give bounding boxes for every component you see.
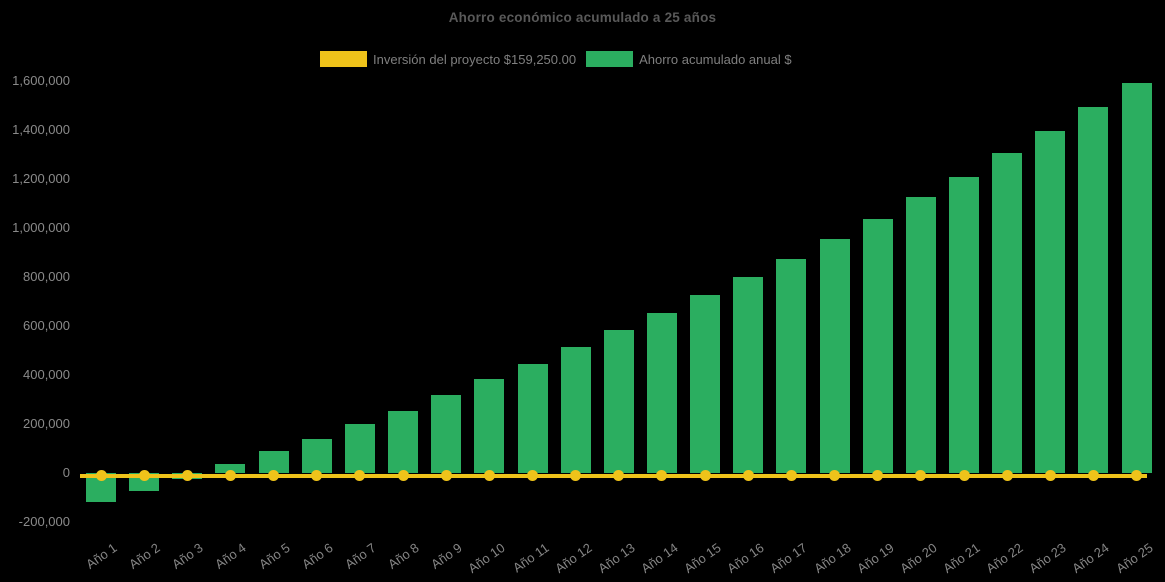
x-axis-label: Año 3 bbox=[169, 540, 206, 572]
x-axis-label: Año 16 bbox=[724, 540, 767, 576]
x-axis-label: Año 2 bbox=[126, 540, 163, 572]
legend-item-investment: Inversión del proyecto $159,250.00 bbox=[320, 51, 576, 67]
bar-año-5 bbox=[258, 450, 289, 473]
bar-año-6 bbox=[301, 438, 332, 473]
y-axis-label: 800,000 bbox=[23, 269, 70, 284]
investment-line-marker bbox=[829, 470, 841, 481]
x-axis-label: Año 20 bbox=[897, 540, 940, 576]
investment-line-marker bbox=[354, 470, 366, 481]
investment-line-marker bbox=[268, 470, 280, 481]
bar-año-21 bbox=[949, 176, 979, 473]
y-axis-label: 1,000,000 bbox=[12, 220, 70, 235]
x-axis-label: Año 4 bbox=[212, 540, 250, 572]
bar-año-9 bbox=[431, 394, 462, 473]
bar-año-18 bbox=[819, 239, 850, 473]
y-axis-label: 1,600,000 bbox=[12, 73, 70, 88]
x-axis-label: Año 14 bbox=[638, 540, 681, 576]
x-axis-label: Año 17 bbox=[767, 540, 810, 576]
x-axis-label: Año 8 bbox=[385, 540, 422, 572]
investment-line-marker bbox=[1087, 470, 1099, 481]
x-axis-label: Año 21 bbox=[940, 540, 983, 576]
x-axis-label: Año 9 bbox=[428, 540, 465, 572]
bar-año-15 bbox=[690, 295, 721, 473]
investment-line-marker bbox=[613, 470, 625, 481]
bar-año-4 bbox=[215, 464, 246, 473]
x-axis-label: Año 19 bbox=[853, 540, 897, 576]
bar-año-2 bbox=[129, 473, 160, 492]
plot-area bbox=[80, 81, 1160, 522]
legend: Inversión del proyecto $159,250.00 Ahorr… bbox=[320, 50, 792, 68]
investment-line-marker bbox=[483, 470, 495, 481]
x-axis-label: Año 25 bbox=[1112, 540, 1156, 576]
investment-line-marker bbox=[742, 470, 754, 481]
legend-label-investment: Inversión del proyecto $159,250.00 bbox=[373, 51, 577, 67]
x-axis-label: Año 23 bbox=[1026, 540, 1069, 576]
bar-año-10 bbox=[474, 378, 505, 473]
investment-line-marker bbox=[95, 470, 107, 481]
bar-año-8 bbox=[388, 410, 419, 473]
bar-año-13 bbox=[603, 329, 634, 473]
y-axis-label: 200,000 bbox=[23, 416, 70, 431]
x-axis-label: Año 7 bbox=[342, 540, 379, 572]
bar-año-11 bbox=[517, 363, 548, 473]
investment-line-marker bbox=[570, 470, 582, 481]
investment-line-marker bbox=[958, 470, 970, 481]
bar-año-24 bbox=[1078, 106, 1109, 473]
x-axis-label: Año 12 bbox=[551, 540, 595, 576]
investment-line-marker bbox=[1131, 470, 1143, 481]
investment-line-marker bbox=[656, 470, 668, 481]
x-axis-label: Año 22 bbox=[983, 540, 1026, 576]
chart-title: Ahorro económico acumulado a 25 años bbox=[448, 10, 717, 25]
y-axis-label: 1,400,000 bbox=[12, 122, 70, 137]
y-axis-label: -200,000 bbox=[18, 514, 70, 529]
y-axis-label: 1,200,000 bbox=[12, 171, 70, 186]
investment-line-marker bbox=[311, 470, 323, 481]
investment-line-marker bbox=[872, 470, 884, 481]
investment-line-marker bbox=[1044, 470, 1056, 481]
bar-año-16 bbox=[733, 277, 764, 473]
bar-año-19 bbox=[862, 219, 893, 473]
investment-line-marker bbox=[527, 470, 538, 481]
bar-año-12 bbox=[560, 346, 591, 473]
x-axis-label: Año 15 bbox=[681, 540, 724, 576]
bar-año-25 bbox=[1121, 83, 1152, 473]
investment-line-marker bbox=[181, 470, 193, 481]
investment-line-marker bbox=[440, 470, 452, 481]
bar-año-14 bbox=[646, 312, 677, 473]
bar-año-7 bbox=[344, 424, 375, 473]
savings-swatch bbox=[586, 51, 634, 67]
x-axis-label: Año 18 bbox=[810, 540, 854, 576]
investment-line-marker bbox=[785, 470, 797, 481]
x-axis-label: Año 1 bbox=[83, 540, 120, 572]
legend-item-savings: Ahorro acumulado anual $ bbox=[586, 51, 792, 67]
bar-año-22 bbox=[992, 153, 1023, 473]
x-axis-label: Año 24 bbox=[1069, 540, 1113, 576]
x-axis-label: Año 10 bbox=[465, 540, 508, 576]
investment-line-marker bbox=[224, 470, 236, 481]
x-axis-label: Año 13 bbox=[595, 540, 638, 576]
investment-line-marker bbox=[915, 470, 927, 481]
x-axis-label: Año 5 bbox=[255, 540, 293, 572]
x-axis-label: Año 6 bbox=[298, 540, 336, 572]
bar-año-23 bbox=[1035, 131, 1066, 473]
investment-line-marker bbox=[1001, 470, 1013, 481]
legend-label-savings: Ahorro acumulado anual $ bbox=[639, 51, 792, 67]
investment-line-marker bbox=[138, 470, 150, 481]
investment-swatch bbox=[320, 51, 367, 67]
x-axis-label: Año 11 bbox=[509, 540, 552, 576]
bar-año-17 bbox=[776, 258, 807, 473]
investment-line-marker bbox=[699, 470, 711, 481]
y-axis-label: 600,000 bbox=[23, 318, 70, 333]
investment-line-marker bbox=[397, 470, 409, 481]
y-axis-label: 400,000 bbox=[23, 367, 70, 382]
y-axis-label: 0 bbox=[62, 465, 70, 480]
bar-año-20 bbox=[905, 197, 936, 473]
